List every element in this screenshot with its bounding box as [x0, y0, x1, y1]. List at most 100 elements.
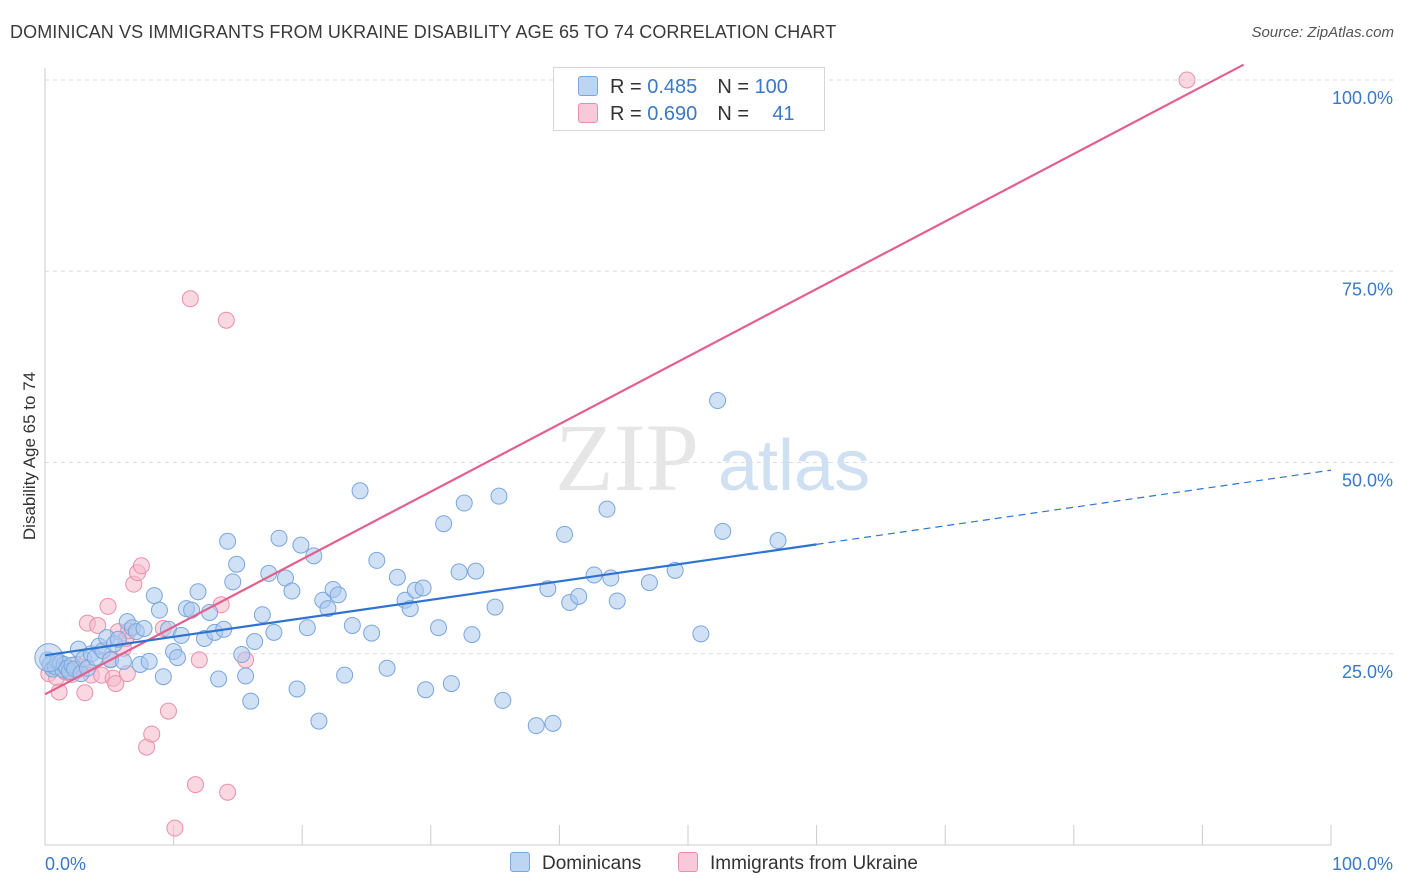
point-ukraine [219, 783, 237, 801]
point-ukraine [217, 311, 235, 329]
point-dominicans [246, 633, 264, 651]
point-dominicans [769, 532, 787, 550]
point-dominicans [310, 712, 328, 730]
y-tick-label: 75.0% [1342, 279, 1393, 299]
point-ukraine [159, 702, 177, 720]
legend-row-dominicans: R = 0.485 N = 100 [578, 76, 788, 99]
y-tick-label: 25.0% [1342, 662, 1393, 682]
series-dominicans-points [34, 392, 787, 735]
point-dominicans [455, 494, 473, 512]
bottom-legend-label: Dominicans [542, 853, 642, 874]
point-dominicans [224, 573, 242, 591]
point-dominicans [363, 624, 381, 642]
point-dominicans [450, 563, 468, 581]
point-ukraine [190, 651, 208, 669]
point-dominicans [228, 555, 246, 573]
point-dominicans [467, 562, 485, 580]
point-dominicans [336, 666, 354, 684]
point-dominicans-cluster [34, 643, 64, 673]
watermark-zip: ZIP [555, 404, 699, 511]
point-dominicans [343, 616, 361, 634]
point-dominicans [556, 525, 574, 543]
legend-r-label: R = [610, 76, 648, 98]
point-dominicans [135, 620, 153, 638]
point-dominicans [570, 587, 588, 605]
point-dominicans [714, 522, 732, 540]
point-ukraine [186, 776, 204, 794]
point-dominicans [709, 392, 727, 410]
point-dominicans [150, 601, 168, 619]
point-dominicans [640, 574, 658, 592]
legend-n-value: 41 [772, 103, 795, 125]
trend-line-dominicans-extension [816, 469, 1332, 545]
point-ukraine [166, 819, 184, 837]
point-dominicans [219, 532, 237, 550]
x-tick-label-end: 100.0% [1332, 854, 1393, 874]
point-dominicans [292, 536, 310, 554]
bottom-swatch-pink [678, 852, 698, 872]
watermark-atlas: atlas [718, 426, 870, 506]
point-dominicans [329, 586, 347, 604]
point-dominicans [494, 691, 512, 709]
point-dominicans [608, 592, 626, 610]
point-dominicans [692, 625, 710, 643]
trend-line-ukraine [44, 63, 1245, 696]
watermark: ZIP atlas [555, 404, 870, 511]
point-ukraine [107, 675, 125, 693]
point-dominicans [298, 619, 316, 637]
point-dominicans [288, 680, 306, 698]
gridlines [45, 79, 1393, 655]
x-axis [44, 825, 1332, 846]
point-dominicans [544, 714, 562, 732]
legend-n-label: N = [717, 103, 755, 125]
point-dominicans [210, 670, 228, 688]
point-dominicans [351, 482, 369, 500]
legend-n-label: N = [717, 76, 755, 98]
point-dominicans [388, 568, 406, 586]
legend-r-value: 0.485 [647, 76, 698, 98]
point-dominicans [283, 582, 301, 600]
legend-swatch-blue [578, 76, 598, 96]
y-axis-label: Disability Age 65 to 74 [20, 371, 39, 541]
point-dominicans [417, 681, 435, 699]
point-dominicans [270, 529, 288, 547]
point-ukraine [76, 684, 94, 702]
point-dominicans [442, 675, 460, 693]
tick-labels: 25.0% 50.0% 75.0% 100.0% 0.0% 100.0% [45, 88, 1393, 874]
point-dominicans [168, 649, 186, 667]
source-label: Source: ZipAtlas.com [1251, 24, 1394, 41]
point-dominicans [598, 500, 616, 518]
point-dominicans [490, 487, 508, 505]
point-dominicans [253, 606, 271, 624]
bottom-legend-dominicans: Dominicans [510, 852, 641, 875]
point-ukraine [143, 725, 161, 743]
chart-title: DOMINICAN VS IMMIGRANTS FROM UKRAINE DIS… [10, 22, 837, 42]
point-dominicans [183, 601, 201, 619]
bottom-legend-label: Immigrants from Ukraine [710, 853, 918, 874]
legend-swatch-pink [578, 103, 598, 123]
point-ukraine [89, 616, 107, 634]
legend-r-value: 0.690 [647, 103, 698, 125]
point-dominicans [378, 659, 396, 677]
legend-n-value: 100 [754, 76, 788, 98]
stats-legend: R = 0.485 N = 100 R = 0.690 N = 41 [553, 67, 825, 131]
point-dominicans [140, 652, 158, 670]
point-dominicans [401, 600, 419, 618]
point-dominicans [233, 646, 251, 664]
point-ukraine [1178, 71, 1196, 89]
point-dominicans [242, 692, 260, 710]
point-dominicans [539, 580, 557, 598]
point-dominicans [189, 583, 207, 601]
legend-row-ukraine: R = 0.690 N = 41 [578, 103, 795, 126]
point-dominicans [319, 600, 337, 618]
point-dominicans [145, 587, 163, 605]
bottom-swatch-blue [510, 852, 530, 872]
point-ukraine [132, 557, 150, 575]
bottom-legend-ukraine: Immigrants from Ukraine [678, 852, 918, 875]
y-tick-label: 50.0% [1342, 471, 1393, 491]
legend-r-label: R = [610, 103, 648, 125]
point-dominicans [463, 626, 481, 644]
point-dominicans [486, 598, 504, 616]
point-dominicans [527, 717, 545, 735]
